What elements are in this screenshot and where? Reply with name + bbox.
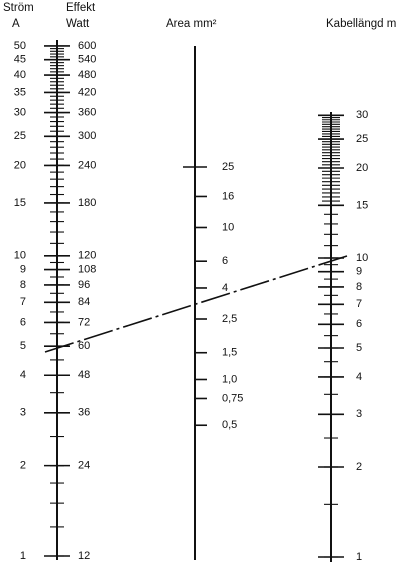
length-label: 3 <box>356 408 362 420</box>
power-label: 96 <box>78 279 90 291</box>
current-title: Ström <box>3 2 34 14</box>
current-label: 45 <box>14 54 26 66</box>
example-line <box>44 255 348 353</box>
current-label: 25 <box>14 130 26 142</box>
length-label: 25 <box>356 133 368 145</box>
power-label: 300 <box>78 130 96 142</box>
length-label: 20 <box>356 162 368 174</box>
power-label: 420 <box>78 86 96 98</box>
power-label: 48 <box>78 369 90 381</box>
power-label: 480 <box>78 69 96 81</box>
current-label: 3 <box>20 407 26 419</box>
area-label: 6 <box>222 255 228 267</box>
area-label: 25 <box>222 161 234 173</box>
power-label: 360 <box>78 106 96 118</box>
length-label: 10 <box>356 252 368 264</box>
length-label: 4 <box>356 371 362 383</box>
power-unit: Watt <box>66 18 90 30</box>
power-label: 12 <box>78 550 90 562</box>
current-label: 35 <box>14 86 26 98</box>
length-label: 6 <box>356 318 362 330</box>
current-label: 8 <box>20 279 26 291</box>
area-label: 4 <box>222 282 228 294</box>
power-label: 540 <box>78 54 96 66</box>
length-label: 8 <box>356 281 362 293</box>
length-label: 2 <box>356 461 362 473</box>
area-label: 1,5 <box>222 347 237 359</box>
current-label: 5 <box>20 340 26 352</box>
area-label: 0,75 <box>222 392 243 404</box>
length-label: 1 <box>356 551 362 563</box>
length-label: 30 <box>356 109 368 121</box>
length-label: 15 <box>356 199 368 211</box>
power-label: 108 <box>78 263 96 275</box>
current-label: 9 <box>20 263 26 275</box>
power-label: 84 <box>78 296 90 308</box>
area-label: 2,5 <box>222 313 237 325</box>
power-label: 240 <box>78 159 96 171</box>
power-label: 24 <box>78 460 90 472</box>
length-title: Kabellängd m <box>326 18 396 30</box>
current-label: 4 <box>20 369 26 381</box>
area-label: 1,0 <box>222 373 237 385</box>
current-label: 40 <box>14 69 26 81</box>
length-label: 7 <box>356 298 362 310</box>
length-label: 9 <box>356 266 362 278</box>
power-label: 120 <box>78 250 96 262</box>
power-label: 60 <box>78 340 90 352</box>
power-label: 600 <box>78 40 96 52</box>
power-label: 36 <box>78 407 90 419</box>
area-label: 16 <box>222 190 234 202</box>
power-title: Effekt <box>66 2 96 14</box>
current-label: 1 <box>20 550 26 562</box>
area-label: 0,5 <box>222 419 237 431</box>
current-label: 7 <box>20 296 26 308</box>
current-unit: A <box>12 18 20 30</box>
current-label: 15 <box>14 197 26 209</box>
current-label: 6 <box>20 316 26 328</box>
area-title: Area mm² <box>166 18 217 30</box>
power-label: 72 <box>78 316 90 328</box>
current-label: 30 <box>14 106 26 118</box>
current-label: 2 <box>20 460 26 472</box>
current-label: 10 <box>14 250 26 262</box>
power-label: 180 <box>78 197 96 209</box>
current-label: 20 <box>14 159 26 171</box>
current-label: 50 <box>14 40 26 52</box>
area-label: 10 <box>222 221 234 233</box>
length-label: 5 <box>356 342 362 354</box>
